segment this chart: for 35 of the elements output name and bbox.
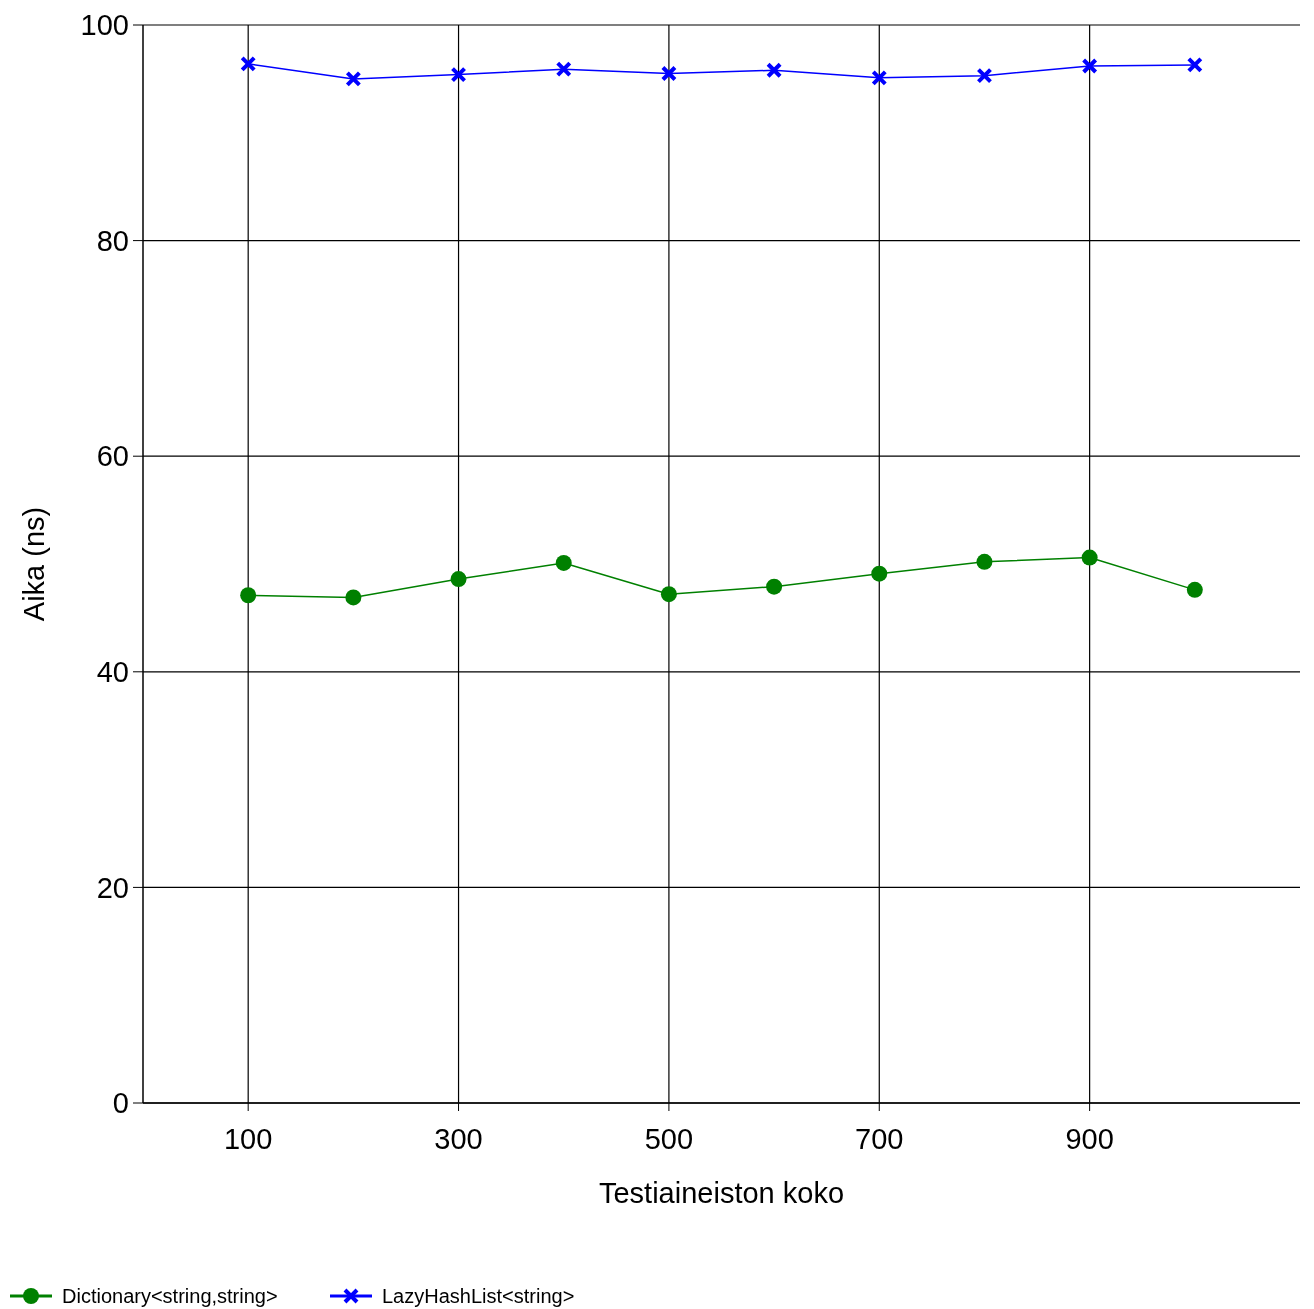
x-tick-label: 700	[855, 1123, 904, 1155]
x-tick-label: 100	[223, 1123, 273, 1155]
point	[766, 578, 783, 595]
y-tick-label: 20	[96, 871, 129, 904]
y-tick-label: 80	[96, 224, 129, 257]
point	[450, 571, 467, 588]
y-axis-title: Aika (ns)	[18, 506, 50, 622]
x-tick-label: 300	[434, 1123, 483, 1155]
point	[555, 554, 572, 571]
legend-label: LazyHashList<string>	[382, 1285, 575, 1307]
point	[240, 587, 257, 604]
y-tick-label: 0	[112, 1087, 129, 1120]
point	[1081, 57, 1098, 74]
point	[240, 55, 257, 72]
point	[660, 65, 677, 82]
point	[345, 70, 362, 87]
point	[660, 586, 677, 603]
y-tick-label: 40	[96, 655, 129, 688]
point	[555, 61, 572, 78]
y-tick-label: 100	[80, 9, 129, 42]
point	[1186, 56, 1203, 73]
point	[871, 69, 888, 86]
point	[1186, 581, 1203, 598]
point	[871, 565, 888, 582]
legend-label: Dictionary<string,string>	[62, 1285, 278, 1307]
y-tick-label: 60	[96, 440, 129, 473]
x-tick-label: 500	[644, 1123, 694, 1155]
point	[450, 66, 467, 83]
x-axis-title: Testiaineiston koko	[598, 1177, 845, 1209]
point	[976, 67, 993, 84]
point	[976, 553, 993, 570]
point	[766, 62, 783, 79]
point	[345, 589, 362, 606]
point	[1081, 549, 1098, 566]
x-tick-label: 900	[1065, 1123, 1114, 1155]
